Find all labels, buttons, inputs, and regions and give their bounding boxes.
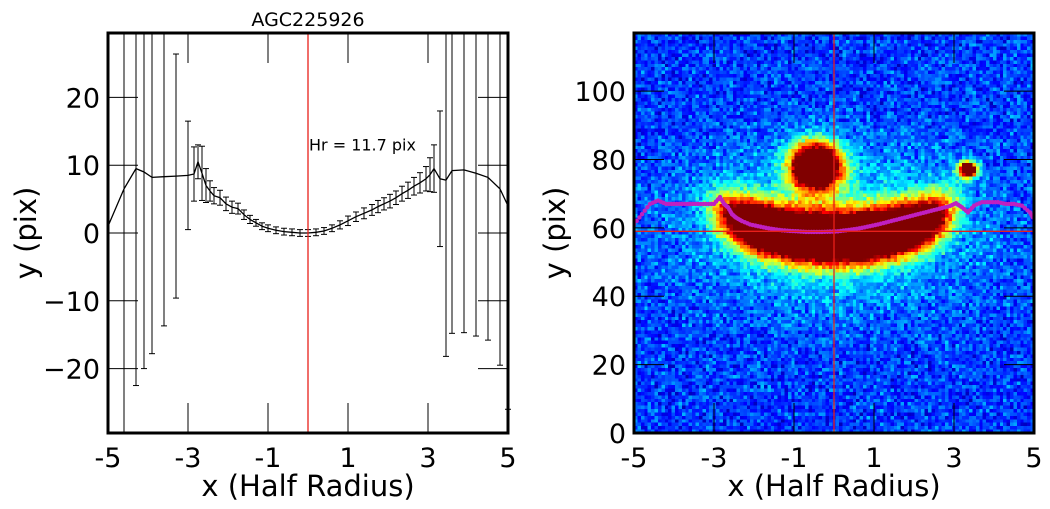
overlay-point <box>637 215 642 220</box>
x-tick-label: 3 <box>945 443 962 474</box>
right-y-axis-label: y (pix) <box>538 187 572 280</box>
overlay-point <box>642 208 647 213</box>
y-tick-label: 0 <box>83 219 100 250</box>
left-chart-title: AGC225926 <box>251 9 364 31</box>
y-tick-label: 20 <box>592 351 626 382</box>
x-tick-label: 1 <box>339 443 356 474</box>
y-tick-label: −20 <box>43 355 100 386</box>
overlay-point <box>639 211 645 217</box>
right-x-axis-label: x (Half Radius) <box>727 469 940 503</box>
y-tick-label: 20 <box>66 83 100 114</box>
y-tick-label: 40 <box>592 282 626 313</box>
y-tick-label: 0 <box>609 419 626 450</box>
x-tick-label: 3 <box>419 443 436 474</box>
y-tick-label: 100 <box>574 77 626 108</box>
y-tick-label: 80 <box>592 145 626 176</box>
x-tick-label: -5 <box>621 443 648 474</box>
left-y-axis-label: y (pix) <box>9 187 43 280</box>
y-tick-label: −10 <box>43 287 100 318</box>
overlay-point <box>634 218 639 224</box>
x-tick-label: -1 <box>781 443 808 474</box>
y-tick-label: 10 <box>66 151 100 182</box>
x-tick-label: -3 <box>701 443 728 474</box>
hr-annotation: Hr = 11.7 pix <box>309 135 416 154</box>
y-tick-label: 60 <box>592 214 626 245</box>
right-chart-panel: -5 -3 -1 1 3 5 0 20 40 60 80 100 x (Half Radius) y … <box>538 31 1043 503</box>
overlay-point <box>645 205 650 210</box>
x-tick-label: -3 <box>175 443 202 474</box>
right-overlay-points <box>634 194 1034 235</box>
left-chart-panel: Hr = 11.7 pix -5 -3 -1 1 3 5 −20 −10 0 10 20 AGC22… <box>9 9 517 503</box>
left-x-axis-label: x (Half Radius) <box>201 469 414 503</box>
left-plot-frame <box>106 31 510 435</box>
right-plot-frame <box>632 31 1036 435</box>
x-tick-label: 1 <box>865 443 882 474</box>
x-tick-label: 5 <box>499 443 516 474</box>
x-tick-label: 5 <box>1025 443 1042 474</box>
x-tick-label: -1 <box>255 443 282 474</box>
x-tick-label: -5 <box>95 443 122 474</box>
